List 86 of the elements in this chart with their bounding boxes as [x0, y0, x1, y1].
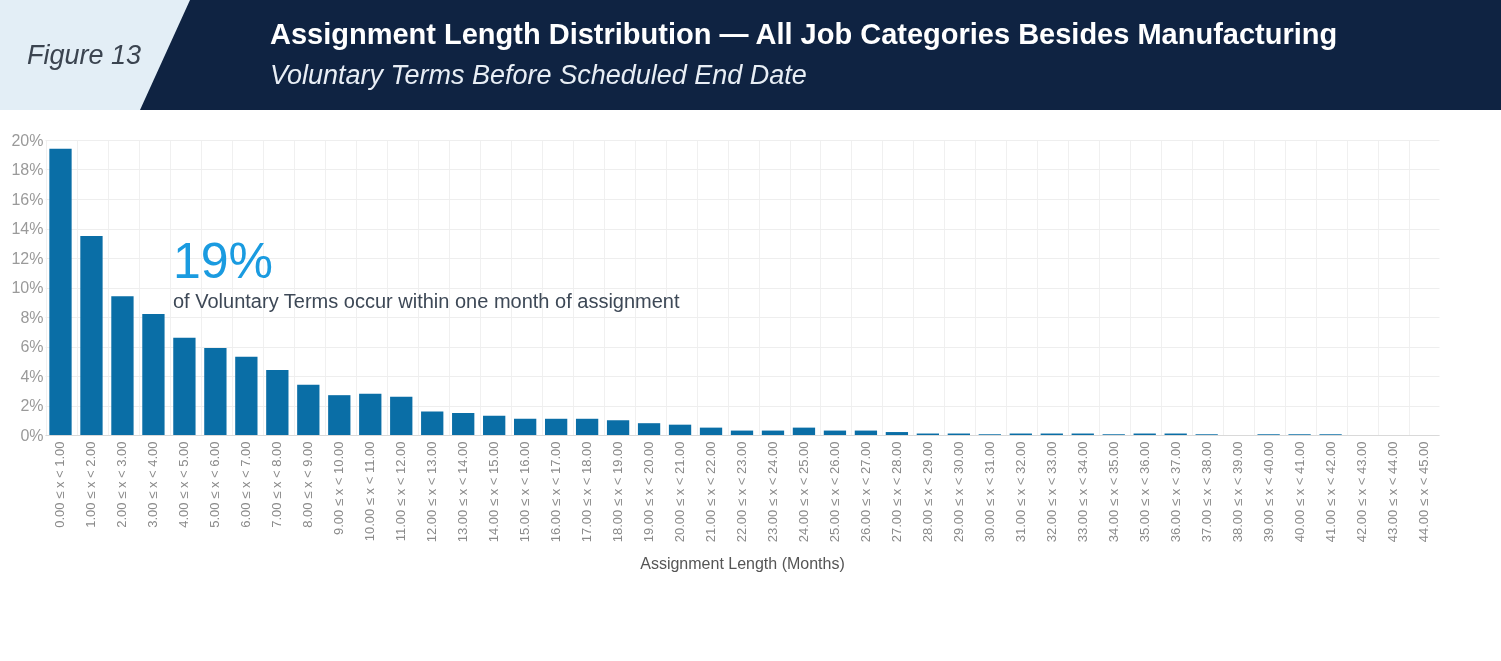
y-tick-label: 12%: [11, 249, 44, 267]
bar: [328, 395, 351, 435]
bar: [483, 415, 506, 435]
x-tick-label: 18.00 ≤ x < 19.00: [610, 441, 626, 543]
chart-title: Assignment Length Distribution — All Job Categories Besides Manufacturing: [270, 18, 1338, 51]
x-tick-label: 21.00 ≤ x < 22.00: [703, 441, 719, 543]
x-tick-label: 26.00 ≤ x < 27.00: [857, 441, 873, 543]
bar: [390, 396, 413, 435]
x-tick-label: 39.00 ≤ x < 40.00: [1260, 441, 1276, 543]
x-tick-label: 1.00 ≤ x < 2.00: [83, 441, 99, 528]
bar: [421, 411, 444, 435]
x-tick-label: 10.00 ≤ x < 11.00: [362, 441, 378, 542]
x-tick-label: 33.00 ≤ x < 34.00: [1074, 441, 1090, 543]
x-tick-label: 16.00 ≤ x < 17.00: [548, 441, 564, 543]
x-tick-label: 5.00 ≤ x < 6.00: [207, 441, 223, 528]
y-tick-label: 20%: [11, 131, 44, 149]
x-tick-label: 40.00 ≤ x < 41.00: [1291, 441, 1307, 543]
x-tick-label: 43.00 ≤ x < 44.00: [1384, 441, 1400, 543]
bar: [359, 393, 382, 435]
x-tick-label: 35.00 ≤ x < 36.00: [1136, 441, 1152, 543]
bar: [235, 356, 258, 435]
x-tick-label: 14.00 ≤ x < 15.00: [486, 441, 502, 543]
y-tick-label: 8%: [20, 308, 44, 326]
y-tick-label: 10%: [11, 279, 44, 296]
bar: [637, 423, 661, 435]
x-tick-label: 13.00 ≤ x < 14.00: [455, 441, 471, 543]
bar: [514, 418, 537, 435]
x-tick-label: 11.00 ≤ x < 12.00: [393, 441, 409, 542]
x-tick-label: 42.00 ≤ x < 43.00: [1353, 441, 1369, 543]
x-tick-label: 27.00 ≤ x < 28.00: [888, 441, 904, 543]
x-tick-label: 8.00 ≤ x < 9.00: [300, 441, 316, 528]
x-tick-label: 20.00 ≤ x < 21.00: [672, 441, 688, 543]
y-tick-label: 18%: [11, 161, 44, 178]
x-axis-title: Assignment Length (Months): [640, 555, 845, 573]
x-tick-label: 41.00 ≤ x < 42.00: [1322, 441, 1338, 543]
bar: [699, 427, 723, 435]
y-tick-label: 14%: [11, 220, 44, 237]
y-tick-label: 6%: [20, 338, 44, 355]
x-tick-label: 7.00 ≤ x < 8.00: [269, 441, 285, 528]
x-tick-label: 24.00 ≤ x < 25.00: [795, 441, 811, 543]
x-tick-label: 15.00 ≤ x < 16.00: [517, 441, 533, 543]
x-tick-label: 44.00 ≤ x < 45.00: [1415, 441, 1431, 543]
bar: [885, 432, 909, 435]
x-tick-label: 34.00 ≤ x < 35.00: [1105, 441, 1121, 543]
x-tick-label: 6.00 ≤ x < 7.00: [238, 441, 254, 528]
x-tick-label: 28.00 ≤ x < 29.00: [919, 441, 935, 543]
x-tick-label: 29.00 ≤ x < 30.00: [950, 441, 966, 543]
x-tick-label: 2.00 ≤ x < 3.00: [114, 441, 130, 528]
x-tick-label: 9.00 ≤ x < 10.00: [331, 441, 347, 536]
bar: [204, 347, 227, 435]
bar: [297, 384, 320, 435]
annotation: 19%: [173, 233, 274, 289]
y-tick-label: 16%: [11, 190, 44, 208]
bar: [452, 412, 475, 435]
bar: [266, 370, 289, 435]
bar: [606, 420, 630, 435]
x-tick-label: 17.00 ≤ x < 18.00: [579, 441, 595, 543]
chart-subtitle: Voluntary Terms Before Scheduled End Date: [270, 60, 807, 91]
bar: [544, 418, 568, 435]
x-tick-label: 22.00 ≤ x < 23.00: [734, 441, 749, 543]
bar: [49, 148, 72, 435]
x-tick-label: 30.00 ≤ x < 31.00: [981, 441, 997, 543]
bar: [173, 337, 196, 435]
x-tick-label: 31.00 ≤ x < 32.00: [1012, 441, 1028, 543]
bar: [792, 427, 816, 435]
bar: [80, 235, 103, 435]
x-tick-label: 0.00 ≤ x < 1.00: [52, 441, 68, 528]
annotation: of Voluntary Terms occur within one month of assignment: [173, 290, 680, 312]
bar: [575, 418, 599, 435]
bar: [142, 314, 165, 435]
x-tick-label: 37.00 ≤ x < 38.00: [1198, 441, 1214, 543]
x-tick-label: 36.00 ≤ x < 37.00: [1167, 441, 1183, 543]
bar: [668, 424, 692, 435]
x-tick-label: 32.00 ≤ x < 33.00: [1043, 441, 1059, 543]
x-tick-label: 23.00 ≤ x < 24.00: [764, 441, 780, 543]
x-tick-label: 12.00 ≤ x < 13.00: [424, 441, 440, 543]
y-tick-label: 2%: [20, 397, 44, 414]
x-tick-label: 38.00 ≤ x < 39.00: [1229, 441, 1245, 543]
y-tick-label: 0%: [20, 426, 44, 444]
caption: Figure 13: [27, 40, 142, 71]
x-tick-label: 25.00 ≤ x < 26.00: [826, 441, 842, 543]
x-tick-label: 19.00 ≤ x < 20.00: [641, 441, 657, 543]
y-tick-label: 4%: [20, 367, 44, 385]
x-tick-label: 3.00 ≤ x < 4.00: [145, 441, 161, 528]
bar: [111, 296, 134, 435]
x-tick-label: 4.00 ≤ x < 5.00: [176, 441, 192, 528]
